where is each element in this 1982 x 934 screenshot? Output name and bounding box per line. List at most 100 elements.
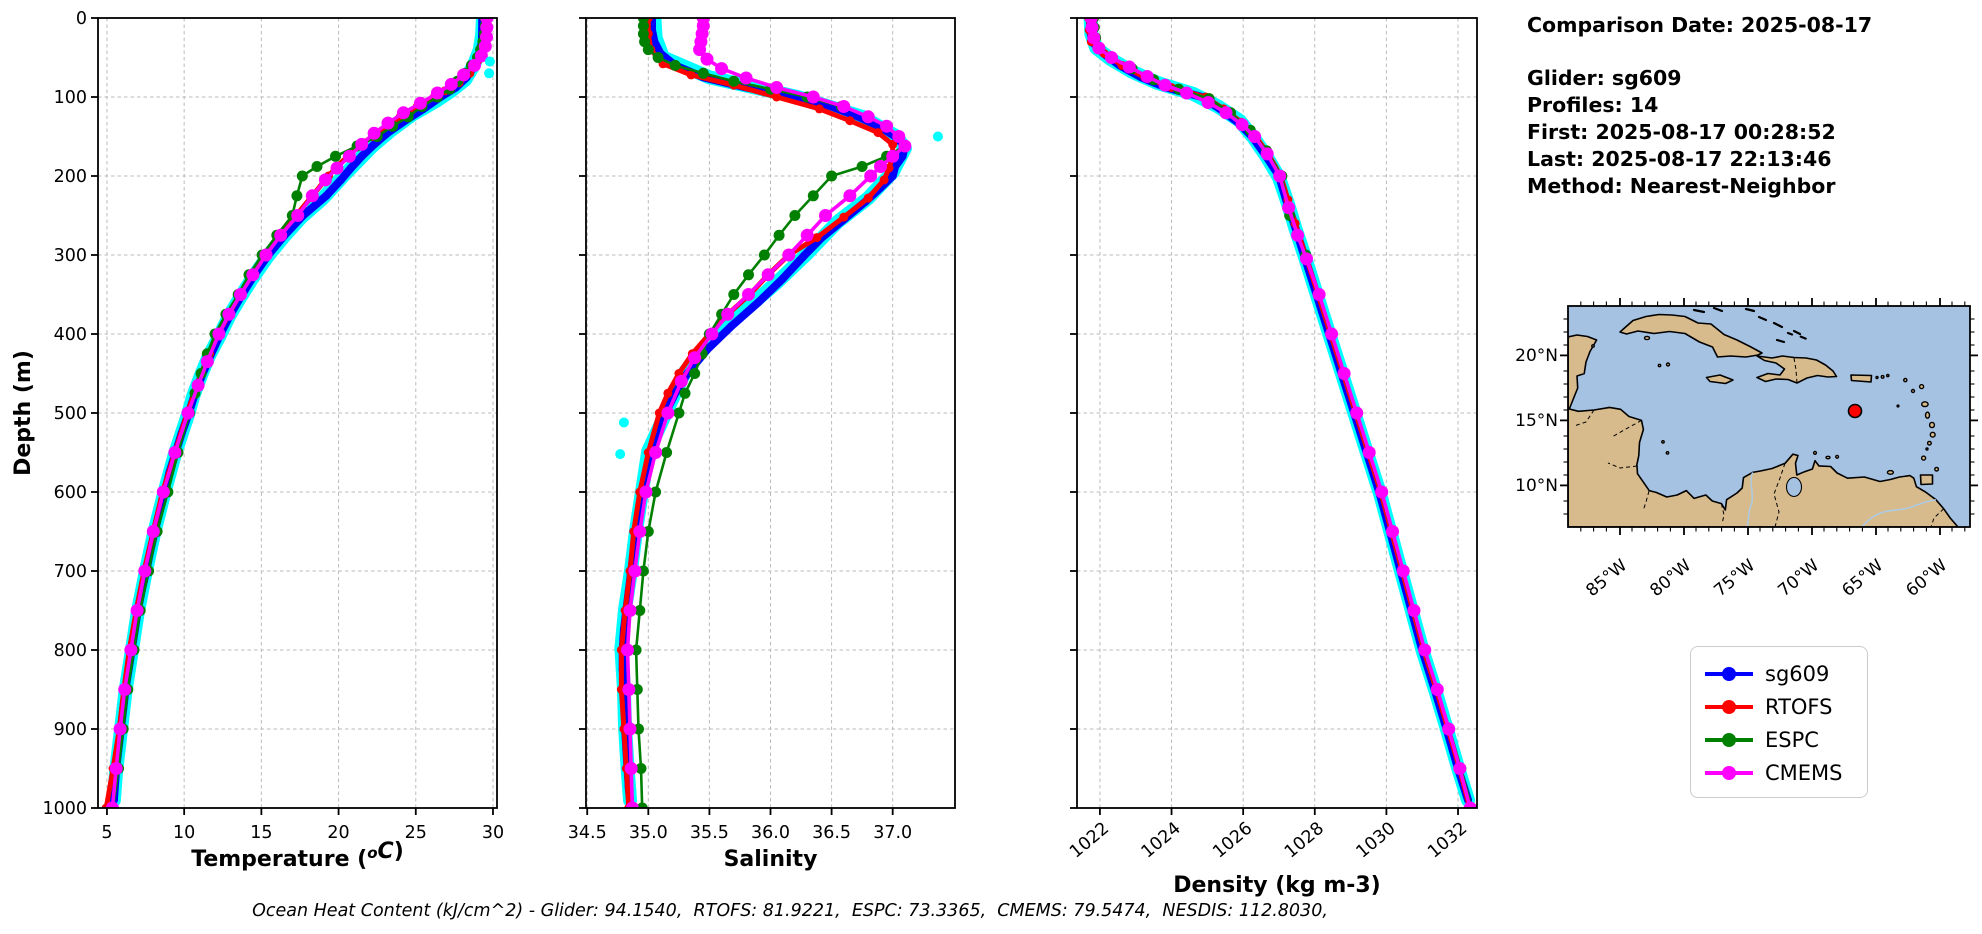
density-xtick-1022: 1022 — [1066, 819, 1113, 863]
map-lon-label-65w: 65°W — [1838, 555, 1887, 601]
temperature-series-raw-outliers — [484, 56, 495, 79]
temperature-ytick-900: 900 — [54, 720, 87, 740]
map-svg: 20°N 15°N 10°N 85°W 80°W 75°W 70°W 65°W … — [1515, 298, 1978, 601]
legend-item-CMEMS: CMEMS — [1703, 756, 1859, 789]
depth-axis-label: Depth (m) — [11, 350, 36, 476]
map-lat-label-20n: 20°N — [1515, 346, 1558, 366]
map-lon-label-60w: 60°W — [1902, 555, 1951, 601]
map-lon-label-70w: 70°W — [1774, 555, 1823, 601]
map-lon-label-85w: 85°W — [1582, 555, 1631, 601]
density-xtick-1024: 1024 — [1138, 819, 1185, 863]
map-hispaniola — [1756, 355, 1838, 384]
temperature-xtick-25: 25 — [405, 823, 427, 843]
first-profile-text: First: 2025-08-17 00:28:52 — [1527, 120, 1836, 144]
density-series-ESPC — [1088, 18, 1477, 808]
temperature-ytick-0: 0 — [76, 9, 87, 29]
last-profile-text: Last: 2025-08-17 22:13:46 — [1527, 147, 1832, 171]
map-lat-label-10n: 10°N — [1515, 476, 1558, 496]
temperature-xtick-15: 15 — [250, 823, 272, 843]
legend-item-sg609: sg609 — [1703, 657, 1859, 690]
temperature-xtick-30: 30 — [482, 823, 504, 843]
salinity-xtick-35.5: 35.5 — [690, 823, 729, 843]
salinity-series-CMEMS — [621, 18, 912, 808]
density-xtick-1028: 1028 — [1281, 819, 1328, 863]
legend-item-ESPC: ESPC — [1703, 723, 1859, 756]
temperature-ytick-200: 200 — [54, 167, 87, 187]
salinity-axes: 34.5 35.0 35.5 36.0 36.5 37.0 — [568, 17, 956, 843]
density-series-glider-raw — [1083, 18, 1475, 808]
legend-label-ESPC: ESPC — [1765, 727, 1819, 752]
temperature-ytick-400: 400 — [54, 325, 87, 345]
comparison-date-text: Comparison Date: 2025-08-17 — [1527, 13, 1873, 37]
salinity-xtick-34.5: 34.5 — [568, 823, 607, 843]
map-jamaica — [1705, 374, 1734, 385]
legend-label-CMEMS: CMEMS — [1765, 760, 1843, 785]
map-cuba — [1619, 313, 1763, 358]
map-land-group — [1568, 306, 1959, 527]
legend-swatch-RTOFS — [1705, 699, 1753, 714]
temperature-series-CMEMS — [105, 18, 494, 808]
density-series-sg609 — [1085, 18, 1472, 805]
map-trinidad — [1919, 474, 1934, 486]
salinity-xtick-36.5: 36.5 — [812, 823, 851, 843]
map-puerto-rico — [1850, 374, 1873, 383]
glider-location-marker[interactable] — [1847, 403, 1863, 419]
density-series — [1083, 18, 1477, 808]
method-text: Method: Nearest-Neighbor — [1527, 174, 1836, 198]
temperature-ytick-800: 800 — [54, 641, 87, 661]
map-lon-label-75w: 75°W — [1710, 555, 1759, 601]
temperature-ytick-500: 500 — [54, 404, 87, 424]
density-plot: 1022 1024 1026 1028 1030 1032 Density (kg m-3) — [1066, 17, 1478, 898]
temperature-plot: 5 10 15 20 25 3001002003004005006007008009001… — [11, 9, 504, 872]
density-series-CMEMS — [1084, 18, 1477, 808]
temperature-ytick-300: 300 — [54, 246, 87, 266]
salinity-xtick-35.0: 35.0 — [629, 823, 668, 843]
profiles-count-text: Profiles: 14 — [1527, 93, 1659, 117]
salinity-series — [614, 18, 943, 808]
map-ticks — [1560, 298, 1978, 535]
temperature-series-glider-raw — [106, 18, 490, 808]
density-axes: 1022 1024 1026 1028 1030 1032 — [1066, 17, 1478, 863]
legend: sg609 RTOFS ESPC CMEMS — [1690, 646, 1868, 798]
legend-swatch-ESPC — [1705, 732, 1753, 747]
map-mainland — [1568, 334, 1959, 527]
density-xtick-1032: 1032 — [1424, 819, 1471, 863]
temperature-axes: 5 10 15 20 25 3001002003004005006007008009001… — [42, 9, 504, 843]
density-xtick-1030: 1030 — [1353, 819, 1400, 863]
map-rivers — [1746, 472, 1937, 527]
glider-name-text: Glider: sg609 — [1527, 66, 1682, 90]
map-bahamas-cays — [1692, 306, 1807, 344]
legend-swatch-CMEMS — [1705, 765, 1753, 780]
temperature-ytick-600: 600 — [54, 483, 87, 503]
salinity-plot: 34.5 35.0 35.5 36.0 36.5 37.0 Salinity — [568, 17, 956, 872]
temperature-ytick-1000: 1000 — [42, 799, 87, 819]
temperature-series-sg609 — [109, 18, 487, 805]
temperature-xtick-5: 5 — [101, 823, 112, 843]
temperature-xtick-20: 20 — [327, 823, 349, 843]
salinity-xtick-37.0: 37.0 — [873, 823, 912, 843]
temperature-grid — [98, 17, 497, 809]
legend-swatch-sg609 — [1705, 666, 1753, 681]
map-frame — [1567, 305, 1971, 528]
map-borders — [1573, 357, 1945, 527]
map-inset: 20°N 15°N 10°N 85°W 80°W 75°W 70°W 65°W … — [1480, 290, 1982, 614]
legend-label-sg609: sg609 — [1765, 661, 1830, 686]
salinity-series-raw-outliers — [615, 131, 943, 460]
salinity-xtick-36.0: 36.0 — [751, 823, 790, 843]
legend-label-RTOFS: RTOFS — [1765, 694, 1833, 719]
info-spacer — [1527, 39, 1872, 65]
density-xtick-1026: 1026 — [1209, 819, 1256, 863]
temperature-series — [101, 18, 495, 808]
info-panel: Comparison Date: 2025-08-17 Glider: sg60… — [1527, 12, 1872, 200]
density-xlabel: Density (kg m-3) — [1173, 873, 1381, 898]
temperature-ytick-700: 700 — [54, 562, 87, 582]
map-lon-label-80w: 80°W — [1646, 555, 1695, 601]
map-small-islands — [1591, 335, 1940, 475]
temperature-xlabel: Temperature (oC) — [191, 839, 404, 872]
map-lat-label-15n: 15°N — [1515, 411, 1558, 431]
salinity-xlabel: Salinity — [724, 847, 818, 872]
ohc-footer: Ocean Heat Content (kJ/cm^2) - Glider: 9… — [252, 901, 1328, 921]
temperature-xtick-10: 10 — [173, 823, 195, 843]
